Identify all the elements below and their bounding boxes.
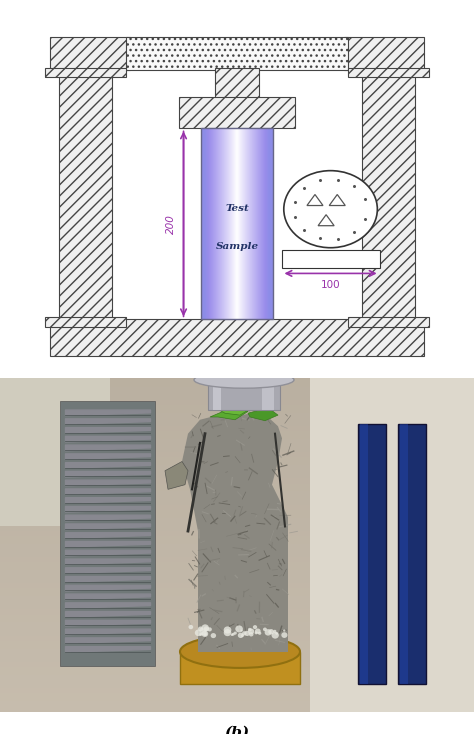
Bar (360, 424, 368, 684)
Circle shape (189, 625, 193, 629)
Circle shape (195, 630, 202, 636)
Bar (198, 531, 288, 652)
Circle shape (241, 634, 244, 637)
Circle shape (204, 628, 208, 631)
Bar (362, 70, 415, 319)
Circle shape (249, 632, 254, 636)
Circle shape (235, 625, 243, 633)
Text: Sample: Sample (216, 242, 258, 251)
Circle shape (238, 633, 244, 638)
Text: Test: Test (225, 204, 249, 213)
Bar (220, 361, 270, 385)
Bar (215, 68, 259, 99)
Ellipse shape (180, 636, 300, 668)
Bar (46, 68, 126, 77)
Circle shape (255, 628, 261, 634)
Polygon shape (220, 401, 255, 415)
Bar (310, 378, 474, 712)
Text: (a): (a) (225, 385, 249, 399)
Bar (344, 37, 424, 70)
Circle shape (201, 631, 208, 637)
Circle shape (248, 628, 254, 634)
Circle shape (200, 633, 203, 636)
Circle shape (273, 630, 276, 633)
Circle shape (199, 633, 202, 636)
Circle shape (200, 628, 204, 632)
Bar (398, 424, 426, 684)
Polygon shape (210, 407, 248, 420)
Bar (400, 424, 408, 684)
Circle shape (253, 625, 257, 629)
Circle shape (258, 632, 261, 635)
Bar (50, 319, 424, 356)
Bar (179, 98, 295, 128)
Circle shape (201, 631, 207, 636)
Polygon shape (182, 413, 288, 531)
Circle shape (240, 630, 243, 632)
Polygon shape (165, 462, 188, 490)
Bar (59, 70, 112, 319)
Bar (180, 652, 300, 684)
Circle shape (204, 633, 207, 636)
Circle shape (244, 631, 250, 636)
Bar (208, 380, 280, 410)
Bar (282, 250, 380, 268)
Circle shape (232, 633, 235, 636)
Bar (213, 380, 221, 410)
Circle shape (224, 629, 231, 636)
Bar (348, 317, 428, 327)
Circle shape (268, 629, 274, 634)
Circle shape (210, 633, 216, 638)
Circle shape (207, 628, 212, 631)
Circle shape (263, 628, 267, 631)
Bar (348, 68, 428, 77)
Polygon shape (248, 407, 278, 421)
Circle shape (272, 632, 279, 639)
Text: 200: 200 (166, 214, 176, 234)
Circle shape (255, 631, 258, 634)
Text: (b): (b) (224, 725, 250, 734)
Circle shape (248, 628, 252, 631)
Circle shape (264, 629, 272, 636)
Circle shape (281, 632, 287, 638)
Bar (262, 380, 274, 410)
Circle shape (242, 631, 246, 636)
Circle shape (231, 633, 233, 636)
Bar (126, 37, 348, 70)
Circle shape (284, 171, 377, 248)
Circle shape (283, 630, 285, 632)
Circle shape (203, 626, 209, 631)
Bar (0, 378, 110, 526)
Circle shape (198, 627, 203, 631)
Text: 100: 100 (321, 280, 340, 290)
Bar (201, 128, 273, 319)
Bar (60, 401, 155, 666)
Circle shape (234, 631, 237, 635)
Bar (50, 37, 130, 70)
Bar (46, 317, 126, 327)
Circle shape (275, 632, 278, 635)
Bar (358, 424, 386, 684)
Ellipse shape (194, 371, 294, 388)
Circle shape (224, 626, 231, 633)
Circle shape (201, 625, 209, 631)
